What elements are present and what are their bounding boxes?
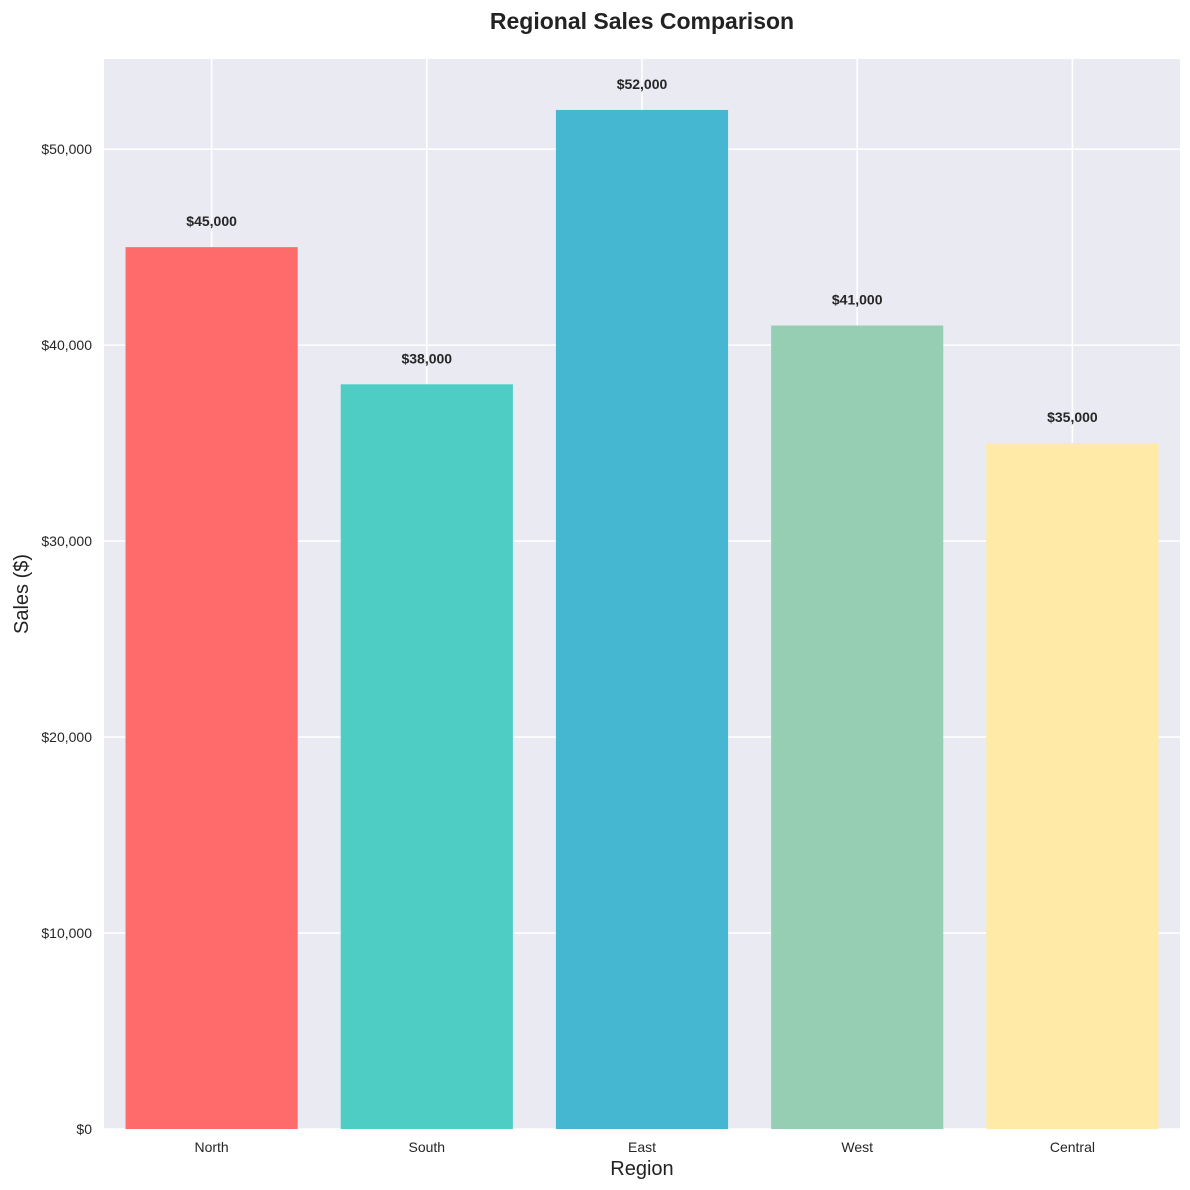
bar-west xyxy=(771,325,944,1129)
bar-north xyxy=(125,247,298,1130)
x-tick-label: West xyxy=(841,1139,873,1155)
y-axis-ticks: $0 $10,000 $20,000 $30,000 $40,000 $50,000 xyxy=(41,141,92,1137)
y-tick-label: $30,000 xyxy=(41,533,92,549)
y-tick-label: $40,000 xyxy=(41,337,92,353)
chart-title: Regional Sales Comparison xyxy=(490,8,794,34)
bars xyxy=(125,109,1159,1130)
bar-value-label: $35,000 xyxy=(1047,409,1098,425)
x-axis-title: Region xyxy=(610,1158,673,1180)
bar-south xyxy=(340,384,513,1129)
x-tick-label: East xyxy=(628,1139,656,1155)
y-tick-label: $50,000 xyxy=(41,141,92,157)
x-tick-label: North xyxy=(194,1139,228,1155)
y-tick-label: $0 xyxy=(76,1121,92,1137)
x-axis-ticks: North South East West Central xyxy=(194,1139,1094,1155)
bar-value-label: $41,000 xyxy=(832,292,883,308)
bar-central xyxy=(986,443,1159,1130)
y-tick-label: $20,000 xyxy=(41,729,92,745)
data-labels: $45,000 $38,000 $52,000 $41,000 $35,000 xyxy=(186,76,1098,425)
x-tick-label: South xyxy=(409,1139,446,1155)
y-axis-title: Sales ($) xyxy=(11,554,33,634)
bar-value-label: $45,000 xyxy=(186,213,237,229)
bar-east xyxy=(555,109,729,1129)
bar-value-label: $52,000 xyxy=(617,76,668,92)
x-tick-label: Central xyxy=(1050,1139,1095,1155)
y-tick-label: $10,000 xyxy=(41,925,92,941)
bar-value-label: $38,000 xyxy=(401,350,452,366)
